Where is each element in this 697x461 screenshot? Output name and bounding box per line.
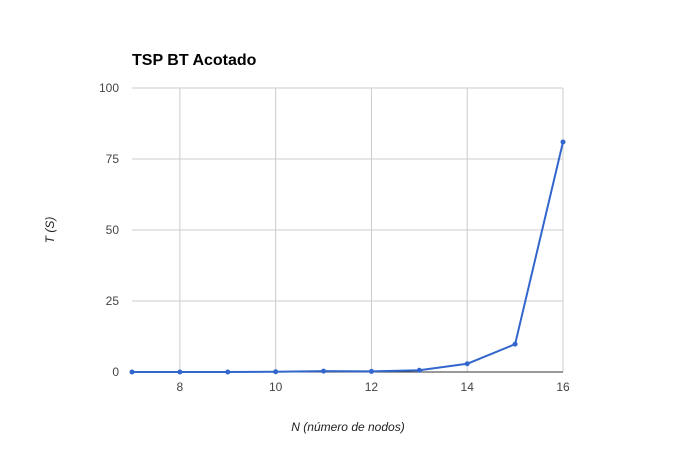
data-point: [129, 369, 135, 375]
series-group: [129, 139, 566, 375]
data-point: [560, 139, 566, 145]
data-point: [416, 367, 422, 373]
y-tick-label: 25: [106, 294, 120, 308]
data-point: [512, 341, 518, 347]
data-point: [273, 369, 279, 375]
x-tick-label: 10: [269, 380, 283, 394]
data-point: [177, 369, 183, 375]
y-axis-label: T (S): [43, 217, 57, 244]
data-point: [225, 369, 231, 375]
x-tick-label: 12: [365, 380, 379, 394]
chart-title: TSP BT Acotado: [132, 52, 257, 69]
y-axis-ticks: 0 25 50 75 100: [99, 81, 119, 379]
y-tick-label: 0: [112, 365, 119, 379]
gridlines: [132, 87, 564, 372]
data-point: [321, 368, 327, 374]
x-axis-ticks: 8 10 12 14 16: [177, 380, 570, 394]
y-tick-label: 100: [99, 81, 119, 95]
x-tick-label: 16: [556, 380, 570, 394]
x-axis-label: N (número de nodos): [291, 420, 404, 434]
x-tick-label: 8: [177, 380, 184, 394]
series-line: [132, 141, 564, 373]
data-point: [464, 361, 470, 367]
data-point: [368, 368, 374, 374]
y-tick-label: 50: [106, 223, 120, 237]
x-tick-label: 14: [461, 380, 475, 394]
y-tick-label: 75: [106, 152, 120, 166]
